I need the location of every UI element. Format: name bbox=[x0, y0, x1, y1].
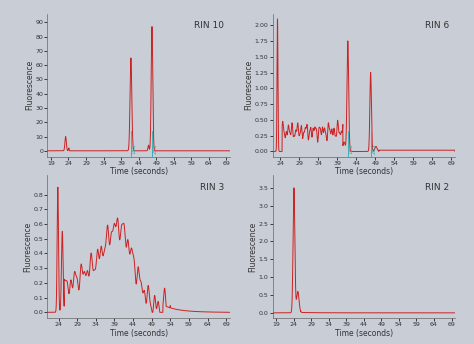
Text: 28S: 28S bbox=[371, 143, 376, 154]
Y-axis label: Fluorescence: Fluorescence bbox=[244, 60, 253, 110]
Text: 28S: 28S bbox=[153, 143, 157, 154]
Text: RIN 10: RIN 10 bbox=[194, 21, 224, 30]
Text: RIN 6: RIN 6 bbox=[425, 21, 449, 30]
Text: 18S: 18S bbox=[348, 143, 354, 154]
Text: 18S: 18S bbox=[131, 143, 137, 154]
X-axis label: Time (seconds): Time (seconds) bbox=[335, 329, 393, 338]
Y-axis label: Fluorescence: Fluorescence bbox=[248, 222, 257, 272]
Text: RIN 3: RIN 3 bbox=[200, 183, 224, 192]
X-axis label: Time (seconds): Time (seconds) bbox=[335, 167, 393, 176]
X-axis label: Time (seconds): Time (seconds) bbox=[109, 329, 168, 338]
Text: RIN 2: RIN 2 bbox=[426, 183, 449, 192]
Y-axis label: Fluorescence: Fluorescence bbox=[23, 222, 32, 272]
X-axis label: Time (seconds): Time (seconds) bbox=[109, 167, 168, 176]
Y-axis label: Fluorescence: Fluorescence bbox=[25, 60, 34, 110]
